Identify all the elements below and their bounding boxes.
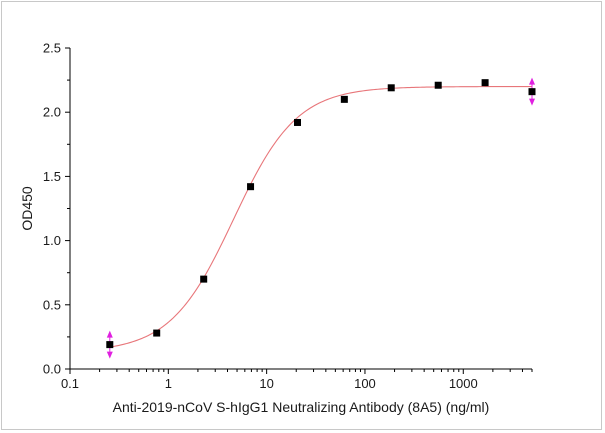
y-tick-label: 1.0	[43, 233, 61, 248]
y-axis-title: OD450	[19, 186, 35, 231]
data-point	[200, 275, 208, 283]
y-tick-label: 2.0	[43, 105, 61, 120]
data-point	[247, 183, 255, 191]
data-point	[528, 88, 536, 96]
data-point	[340, 95, 348, 103]
x-axis-title: Anti-2019-nCoV S-hIgG1 Neutralizing Anti…	[113, 399, 490, 415]
y-tick-label: 0.0	[43, 362, 61, 377]
y-tick-label: 1.5	[43, 169, 61, 184]
data-points	[106, 79, 536, 349]
x-tick-label: 100	[354, 376, 376, 391]
y-axis-ticks: 0.0 0.5 1.0 1.5 2.0 2.5	[43, 41, 70, 377]
range-markers	[106, 77, 535, 359]
axes	[69, 48, 532, 370]
data-point	[481, 79, 489, 87]
data-point	[106, 341, 114, 349]
x-tick-label: 10	[259, 376, 273, 391]
range-marker-arrow-down	[529, 98, 535, 106]
x-tick-label: 0.1	[61, 376, 79, 391]
data-point	[387, 84, 395, 92]
data-point	[434, 81, 442, 89]
fit-curve	[109, 85, 532, 348]
data-point	[294, 118, 301, 126]
y-tick-label: 0.5	[43, 297, 61, 312]
range-marker-arrow-up	[529, 77, 535, 85]
y-tick-label: 2.5	[43, 41, 61, 56]
range-marker-arrow-down	[106, 351, 113, 359]
x-tick-label: 1000	[449, 376, 478, 391]
range-marker-arrow-up	[106, 330, 113, 338]
x-tick-label: 1	[165, 376, 172, 391]
x-axis-ticks: 0.1 1 10 100 1000	[61, 369, 533, 391]
data-point	[153, 329, 161, 337]
